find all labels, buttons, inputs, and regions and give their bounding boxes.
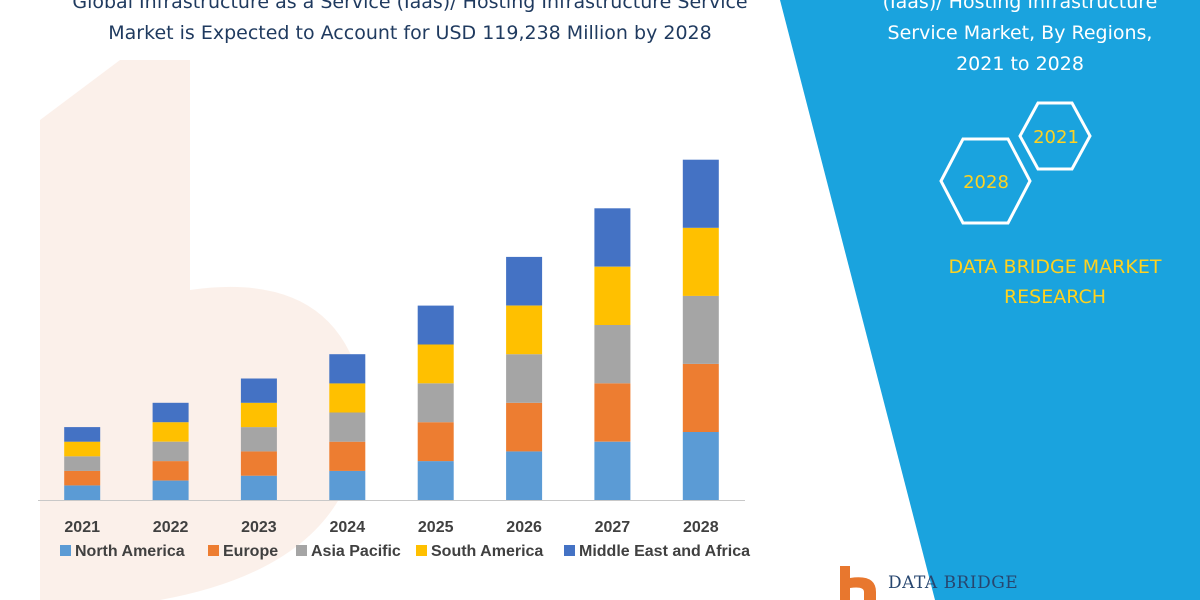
bar-segment-2025-series-4 bbox=[417, 305, 454, 345]
legend-label: Asia Pacific bbox=[311, 543, 401, 560]
x-tick-label: 2023 bbox=[241, 519, 277, 536]
bar-segment-2027-series-3 bbox=[594, 266, 631, 325]
brand-line-1: DATA BRIDGE MARKET bbox=[948, 256, 1162, 278]
bar-segment-2022-series-3 bbox=[152, 422, 189, 442]
bar-segment-2022-series-1 bbox=[152, 461, 189, 481]
x-tick-label: 2022 bbox=[153, 519, 189, 536]
logo-text: DATA BRIDGE bbox=[888, 573, 1018, 593]
bar-segment-2025-series-1 bbox=[417, 422, 454, 462]
x-tick-label: 2021 bbox=[64, 519, 100, 536]
legend-label: South America bbox=[431, 543, 543, 560]
watermark-logo-shape bbox=[40, 60, 362, 600]
legend-label: North America bbox=[75, 543, 185, 560]
chart-title-line-2: Market is Expected to Account for USD 11… bbox=[108, 22, 712, 44]
bar-segment-2027-series-2 bbox=[594, 325, 631, 384]
legend-label: Middle East and Africa bbox=[579, 543, 750, 560]
bar-segment-2025-series-2 bbox=[417, 383, 454, 423]
bar-segment-2021-series-1 bbox=[64, 470, 101, 486]
x-tick-label: 2025 bbox=[418, 519, 454, 536]
bar-segment-2027-series-4 bbox=[594, 208, 631, 267]
bar-segment-2021-series-2 bbox=[64, 456, 101, 471]
bar-segment-2026-series-2 bbox=[506, 354, 543, 403]
bar-segment-2028-series-3 bbox=[682, 227, 719, 296]
bar-segment-2024-series-4 bbox=[329, 354, 366, 384]
bar-segment-2022-series-4 bbox=[152, 402, 189, 423]
hex-year-2021: 2021 bbox=[1033, 127, 1079, 148]
bar-segment-2023-series-4 bbox=[240, 378, 277, 403]
bar-segment-2023-series-1 bbox=[240, 451, 277, 476]
bar-segment-2022-series-2 bbox=[152, 441, 189, 462]
brand-line-2: RESEARCH bbox=[1003, 286, 1107, 308]
bar-segment-2024-series-0 bbox=[329, 470, 366, 500]
side-title-line-3: 2021 to 2028 bbox=[956, 53, 1084, 75]
bar-segment-2021-series-4 bbox=[64, 427, 101, 442]
bar-segment-2024-series-2 bbox=[329, 412, 366, 442]
hexagon-2028: 2028 bbox=[939, 137, 1032, 225]
bar-segment-2021-series-3 bbox=[64, 441, 101, 457]
bar-segment-2026-series-3 bbox=[506, 305, 543, 355]
data-bridge-logo: DATA BRIDGE bbox=[840, 566, 1018, 600]
bar-segment-2023-series-3 bbox=[240, 402, 277, 428]
hex-year-2028: 2028 bbox=[963, 172, 1009, 193]
bar-segment-2025-series-3 bbox=[417, 344, 454, 384]
legend-swatch bbox=[564, 545, 575, 556]
bar-segment-2021-series-0 bbox=[64, 485, 101, 500]
chart-title-line-1: Global Infrastructure as a Service (Iaas… bbox=[72, 0, 748, 13]
bar-segment-2026-series-4 bbox=[506, 256, 543, 306]
bar-segment-2023-series-0 bbox=[240, 475, 277, 500]
bar-segment-2026-series-1 bbox=[506, 402, 543, 452]
bar-segment-2027-series-0 bbox=[594, 441, 631, 500]
side-title-line-1: (Iaas)/ Hosting Infrastructure bbox=[882, 0, 1158, 13]
bar-segment-2024-series-1 bbox=[329, 441, 366, 471]
bar-segment-2028-series-4 bbox=[682, 159, 719, 228]
x-tick-label: 2027 bbox=[595, 519, 631, 536]
bar-segment-2023-series-2 bbox=[240, 427, 277, 452]
x-tick-label: 2024 bbox=[330, 519, 366, 536]
bar-segment-2028-series-1 bbox=[682, 363, 719, 432]
legend-swatch bbox=[416, 545, 427, 556]
bar-segment-2028-series-0 bbox=[682, 431, 719, 500]
bar-segment-2028-series-2 bbox=[682, 295, 719, 364]
bar-segment-2026-series-0 bbox=[506, 451, 543, 500]
bar-segment-2027-series-1 bbox=[594, 383, 631, 442]
hexagon-2021: 2021 bbox=[1018, 101, 1092, 171]
bar-segment-2025-series-0 bbox=[417, 461, 454, 500]
side-panel bbox=[780, 0, 1200, 600]
x-tick-label: 2026 bbox=[506, 519, 542, 536]
side-title-line-2: Service Market, By Regions, bbox=[887, 22, 1153, 44]
legend-swatch bbox=[296, 545, 307, 556]
bar-segment-2022-series-0 bbox=[152, 480, 189, 500]
legend-swatch bbox=[208, 545, 219, 556]
bar-segment-2024-series-3 bbox=[329, 383, 366, 413]
legend-swatch bbox=[60, 545, 71, 556]
x-tick-label: 2028 bbox=[683, 519, 719, 536]
legend-label: Europe bbox=[223, 543, 278, 560]
